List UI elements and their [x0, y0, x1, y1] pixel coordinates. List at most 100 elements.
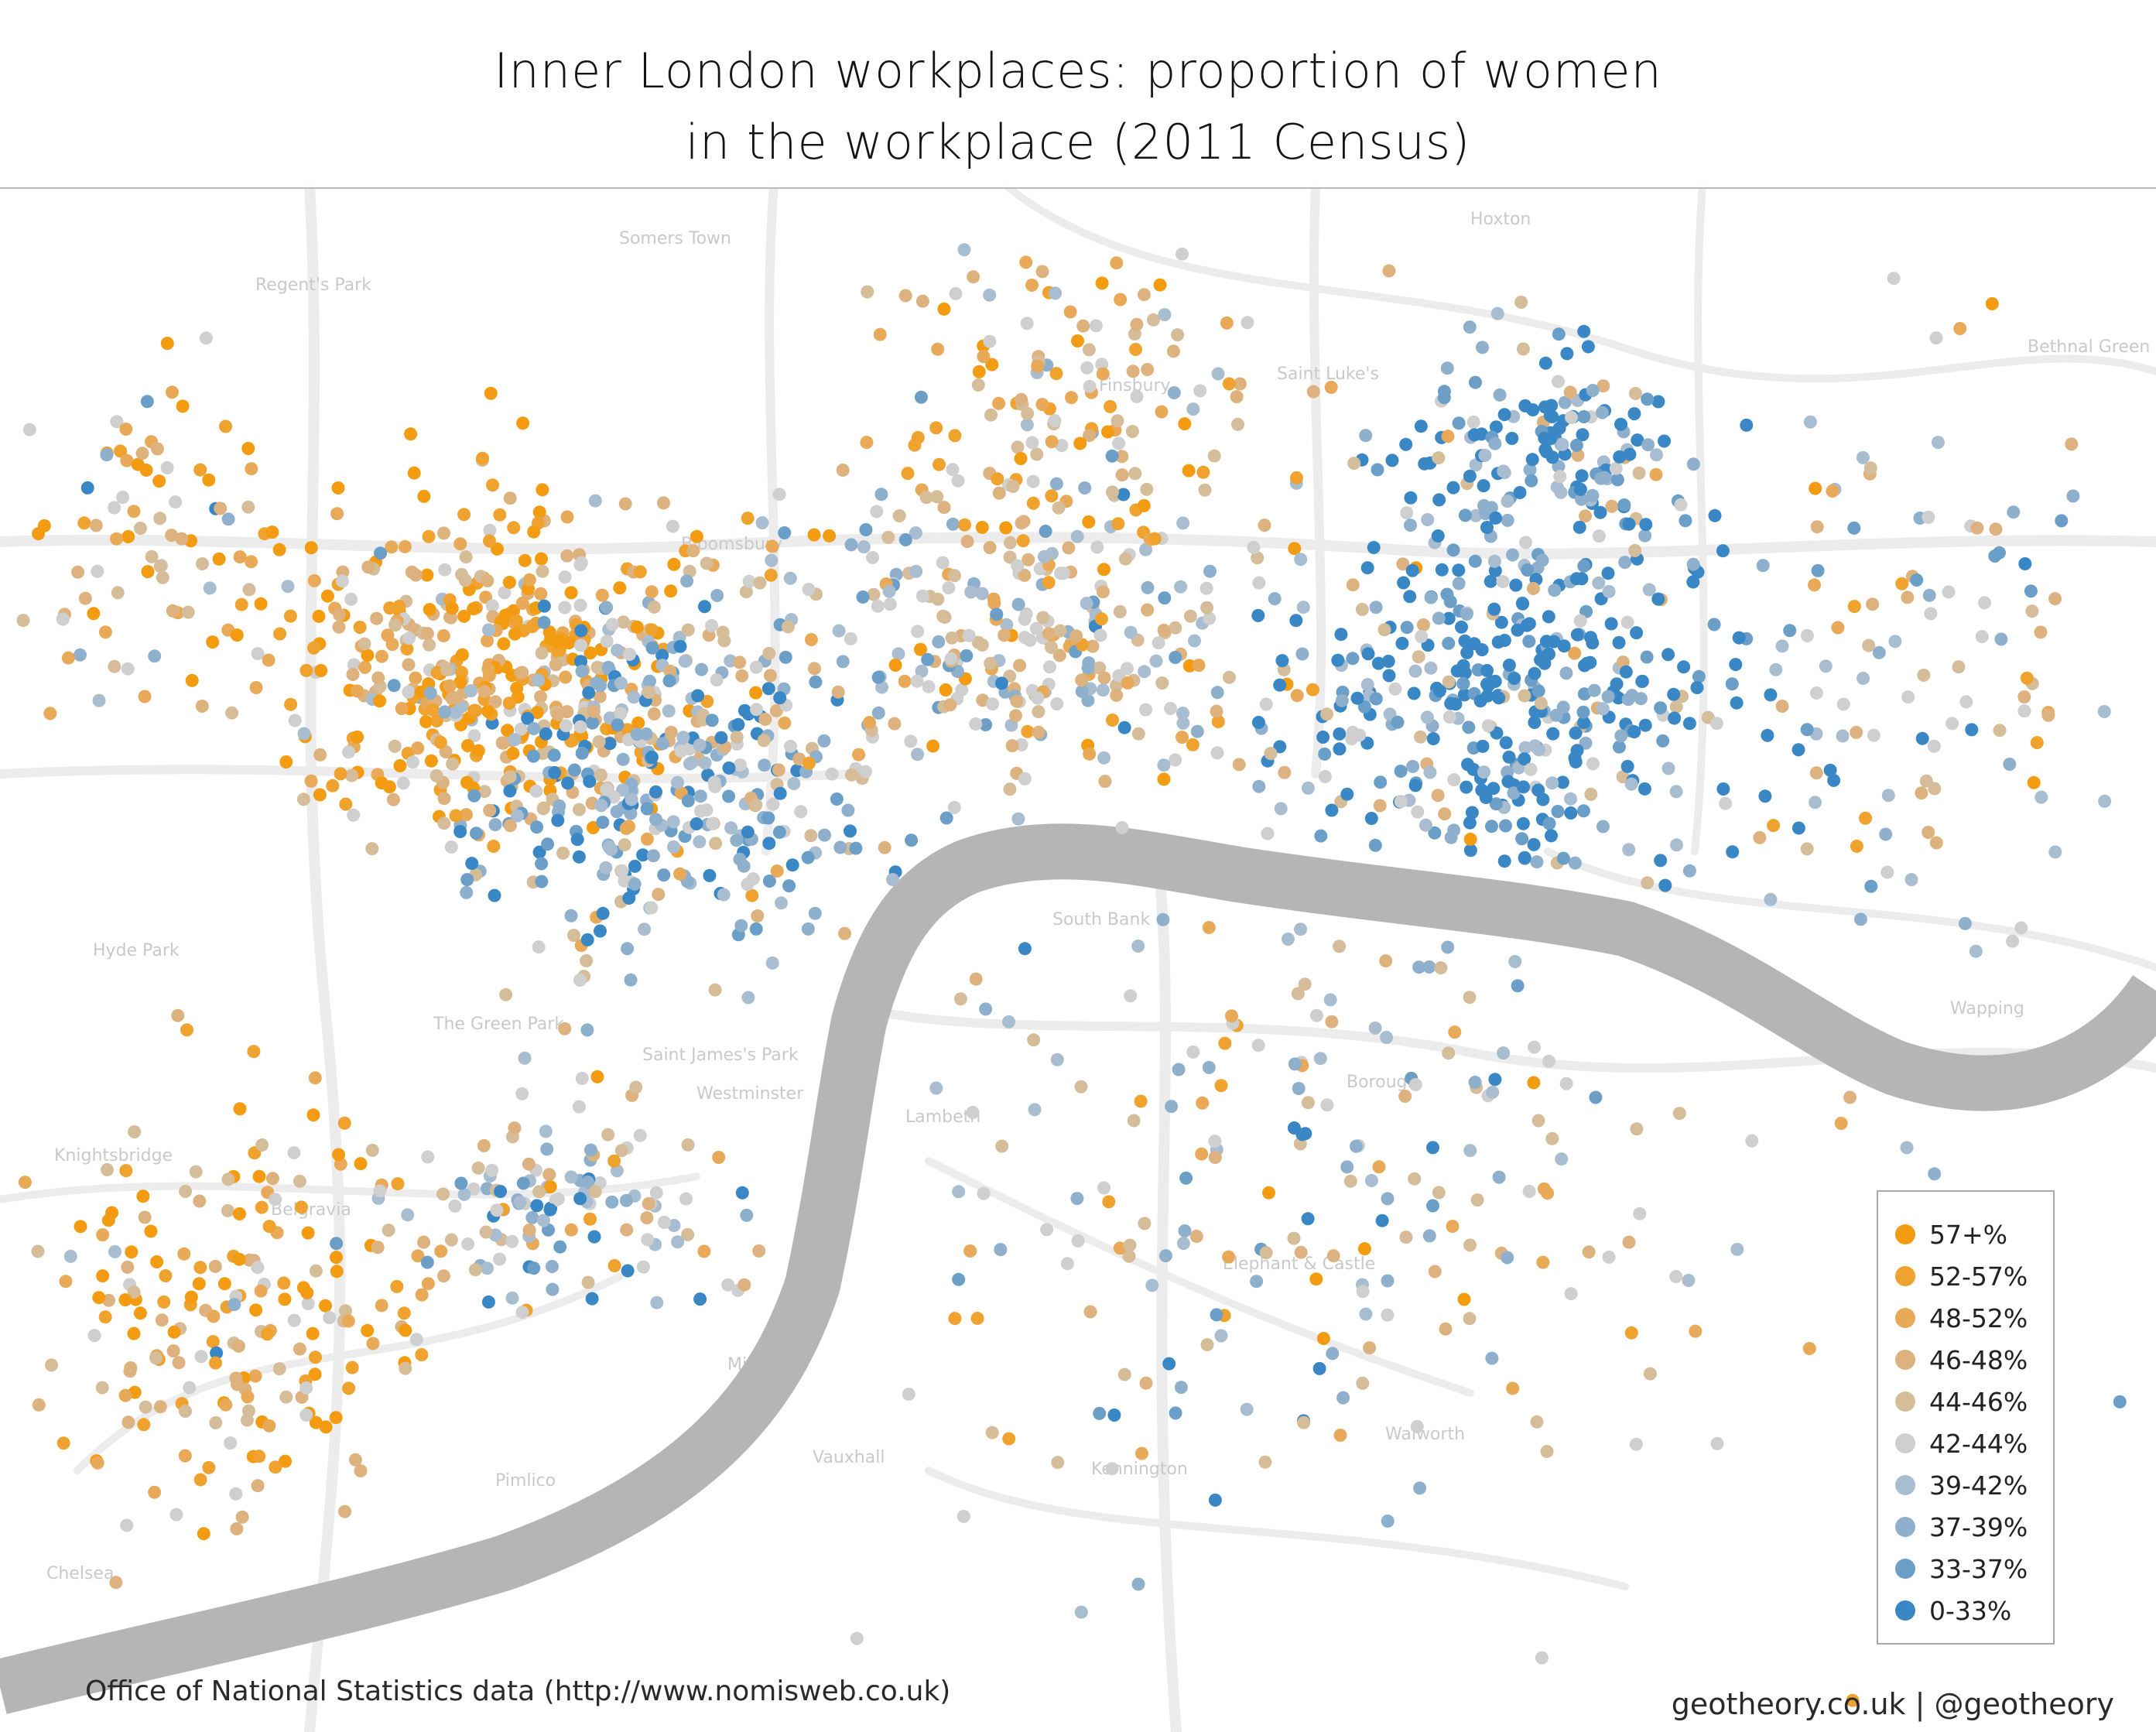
workplace-dot — [615, 864, 629, 878]
workplace-dot — [1117, 1367, 1131, 1381]
workplace-dot — [1419, 818, 1432, 832]
workplace-dot — [176, 399, 190, 413]
workplace-dot — [1371, 463, 1384, 477]
workplace-dot — [1361, 647, 1375, 661]
workplace-dot — [886, 873, 899, 886]
workplace-dot — [537, 599, 551, 613]
workplace-dot — [673, 867, 687, 881]
workplace-dot — [1867, 728, 1881, 742]
workplace-dot — [455, 567, 469, 581]
workplace-dot — [1753, 830, 1767, 844]
workplace-dot — [1638, 529, 1652, 543]
workplace-dot — [481, 704, 495, 718]
workplace-dot — [1467, 428, 1481, 442]
workplace-dot — [1251, 551, 1265, 565]
workplace-dot — [1208, 1151, 1222, 1164]
workplace-dot — [255, 1138, 269, 1152]
workplace-dot — [1564, 1287, 1578, 1301]
place-label: Hyde Park — [93, 941, 180, 960]
workplace-dot — [109, 1576, 123, 1590]
workplace-dot — [508, 733, 522, 747]
workplace-dot — [1149, 654, 1163, 668]
workplace-dot — [1518, 399, 1532, 412]
workplace-dot — [922, 679, 936, 693]
workplace-dot — [2048, 845, 2062, 859]
workplace-dot — [87, 1329, 101, 1343]
workplace-dot — [1621, 693, 1635, 707]
workplace-dot — [121, 1260, 135, 1274]
workplace-dot — [1117, 721, 1131, 734]
workplace-dot — [108, 659, 121, 673]
workplace-dot — [575, 664, 589, 678]
workplace-dot — [662, 674, 676, 688]
workplace-dot — [1953, 322, 1967, 335]
workplace-dot — [844, 632, 857, 645]
workplace-dot — [807, 528, 821, 542]
workplace-dot — [930, 490, 944, 504]
workplace-dot — [856, 590, 870, 604]
workplace-dot — [249, 681, 263, 694]
workplace-dot — [1469, 375, 1482, 389]
workplace-dot — [421, 1277, 435, 1291]
workplace-dot — [1186, 1045, 1200, 1059]
workplace-dot — [1922, 588, 1936, 602]
workplace-dot — [1656, 734, 1670, 748]
workplace-dot — [2025, 604, 2039, 618]
legend: 57+% 52-57% 48-52% 46-48% 44-46% 42-44% 39-42%… — [1877, 1190, 2055, 1645]
workplace-dot — [287, 1313, 301, 1327]
workplace-dot — [1545, 829, 1558, 843]
workplace-dot — [1516, 816, 1530, 830]
workplace-dot — [1641, 876, 1655, 890]
workplace-dot — [295, 1200, 308, 1214]
workplace-dot — [649, 785, 662, 799]
workplace-dot — [892, 509, 906, 522]
workplace-dot — [192, 1277, 206, 1291]
workplace-dot — [1414, 730, 1427, 744]
workplace-dot — [1756, 559, 1770, 573]
workplace-dot — [1476, 739, 1490, 753]
workplace-dot — [587, 1230, 601, 1244]
workplace-dot — [1668, 711, 1682, 725]
workplace-dot — [663, 664, 677, 678]
workplace-dot — [582, 686, 596, 700]
workplace-dot — [373, 1184, 387, 1198]
workplace-dot — [535, 857, 549, 871]
workplace-dot — [1155, 676, 1169, 690]
workplace-dot — [1076, 319, 1090, 333]
workplace-dot — [1290, 471, 1303, 484]
workplace-dot — [1545, 776, 1559, 790]
workplace-dot — [467, 729, 481, 743]
workplace-dot — [662, 704, 676, 718]
workplace-dot — [409, 568, 423, 582]
workplace-dot — [1501, 495, 1514, 508]
workplace-dot — [1048, 414, 1062, 428]
workplace-dot — [712, 1151, 726, 1164]
workplace-dot — [1477, 765, 1490, 779]
workplace-dot — [1381, 1308, 1395, 1322]
workplace-dot — [1380, 1031, 1394, 1044]
workplace-dot — [1904, 873, 1918, 887]
workplace-dot — [1188, 634, 1201, 648]
workplace-dot — [707, 775, 721, 789]
workplace-dot — [437, 816, 451, 830]
workplace-dot — [454, 1176, 468, 1190]
workplace-dot — [1915, 731, 1929, 745]
workplace-dot — [423, 686, 437, 700]
workplace-dot — [1536, 1255, 1550, 1269]
workplace-dot — [1769, 662, 1783, 676]
workplace-dot — [2034, 625, 2048, 639]
workplace-dot — [1497, 1046, 1511, 1060]
place-label: Westminster — [696, 1084, 804, 1104]
workplace-dot — [74, 648, 87, 662]
workplace-dot — [1514, 296, 1528, 309]
workplace-dot — [338, 1504, 352, 1518]
workplace-dot — [666, 815, 680, 829]
workplace-dot — [209, 1356, 222, 1370]
workplace-dot — [587, 821, 600, 834]
workplace-dot — [273, 627, 287, 641]
workplace-dot — [1176, 731, 1189, 744]
workplace-dot — [1487, 782, 1501, 796]
workplace-dot — [1128, 467, 1142, 481]
workplace-dot — [594, 768, 607, 782]
workplace-dot — [770, 864, 784, 878]
